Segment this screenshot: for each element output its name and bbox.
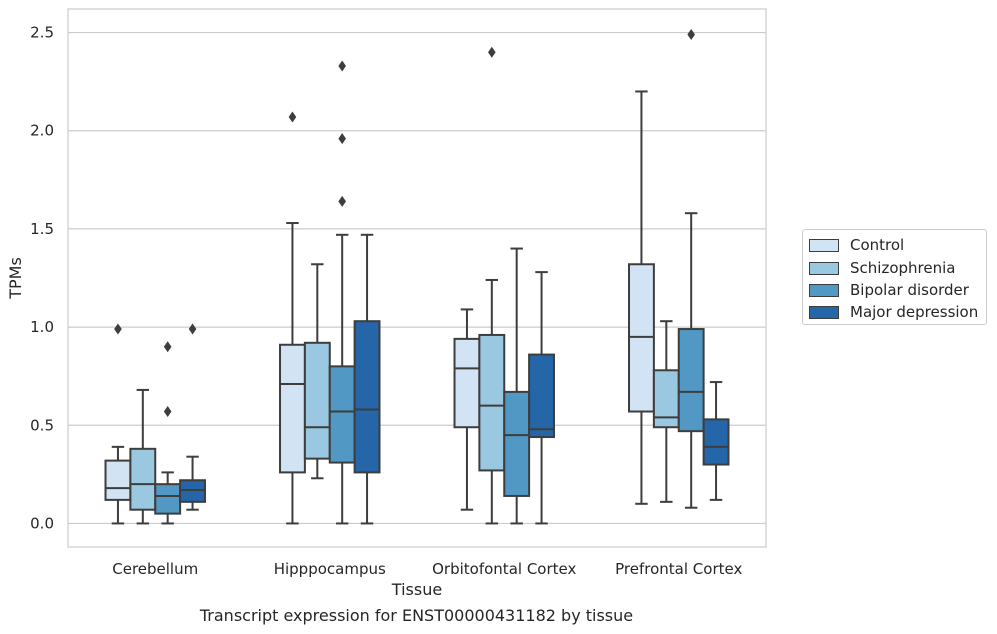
y-tick-label: 0.0: [30, 514, 54, 532]
box-orbitofontal-cortex-major-depression: [528, 271, 555, 525]
legend-swatch-major-depression: [809, 305, 839, 319]
box-body: [503, 390, 531, 497]
box-body: [453, 337, 481, 429]
y-tick-labels: 0.0 0.5 1.0 1.5 2.0 2.5: [30, 24, 54, 533]
x-axis-label: Tissue: [391, 580, 442, 599]
legend-item-bipolar-disorder: Bipolar disorder: [809, 280, 969, 300]
outlier-point: [338, 133, 346, 145]
x-tick-label-orbitofontal-cortex: Orbitofontal Cortex: [432, 560, 576, 578]
y-axis-label: TPMs: [6, 257, 25, 300]
box-cerebellum-control: [104, 323, 132, 525]
box-cerebellum-bipolar-disorder: [154, 341, 182, 525]
y-tick-label: 2.5: [30, 24, 54, 42]
legend-swatch-schizophrenia: [809, 261, 839, 275]
boxes: [104, 29, 730, 525]
box-hipppocampus-major-depression: [353, 233, 381, 525]
legend-label-major-depression: Major depression: [850, 303, 979, 321]
box-hipppocampus-bipolar-disorder: [328, 60, 356, 525]
outlier-point: [338, 195, 346, 207]
box-prefrontal-cortex-bipolar-disorder: [677, 29, 705, 509]
outlier-point: [338, 60, 346, 72]
box-body: [702, 418, 730, 466]
legend-item-schizophrenia: Schizophrenia: [809, 258, 955, 278]
figure-caption: Transcript expression for ENST0000043118…: [199, 606, 634, 625]
legend: Control Schizophrenia Bipolar disorder M…: [802, 229, 987, 325]
box-body: [328, 365, 356, 464]
box-body: [528, 353, 555, 439]
outlier-point: [288, 111, 297, 123]
outlier-point: [163, 406, 172, 418]
gridlines: [68, 31, 766, 525]
box-orbitofontal-cortex-control: [453, 308, 481, 511]
box-orbitofontal-cortex-schizophrenia: [478, 46, 506, 525]
box-body: [303, 341, 331, 460]
y-tick-label: 0.5: [30, 416, 54, 434]
legend-item-control: Control: [809, 235, 904, 255]
outlier-point: [114, 323, 122, 335]
x-tick-labels: Cerebellum Hipppocampus Orbitofontal Corte…: [112, 560, 742, 578]
legend-swatch-bipolar-disorder: [809, 283, 839, 297]
x-tick-label-hipppocampus: Hipppocampus: [274, 560, 386, 578]
outlier-point: [163, 341, 172, 353]
y-tick-label: 2.0: [30, 122, 54, 140]
legend-label-schizophrenia: Schizophrenia: [850, 259, 956, 277]
y-tick-label: 1.0: [30, 318, 54, 336]
legend-label-bipolar-disorder: Bipolar disorder: [850, 281, 969, 299]
box-body: [104, 459, 132, 501]
box-orbitofontal-cortex-bipolar-disorder: [503, 247, 531, 525]
box-body: [677, 328, 705, 433]
x-tick-label-prefrontal-cortex: Prefrontal Cortex: [615, 560, 742, 578]
x-tick-label-cerebellum: Cerebellum: [112, 560, 198, 578]
box-cerebellum-schizophrenia: [129, 388, 157, 525]
plot-area: [67, 8, 767, 548]
box-prefrontal-cortex-control: [628, 90, 655, 505]
y-tick-label: 1.5: [30, 220, 54, 238]
box-body: [353, 320, 381, 474]
box-prefrontal-cortex-major-depression: [702, 381, 730, 501]
box-prefrontal-cortex-schizophrenia: [652, 320, 680, 503]
box-body: [129, 447, 157, 511]
box-body: [279, 343, 306, 474]
box-hipppocampus-control: [279, 111, 306, 525]
box-body: [154, 483, 182, 515]
outlier-point: [687, 29, 695, 41]
legend-swatch-control: [809, 238, 839, 252]
outlier-point: [188, 323, 197, 335]
legend-label-control: Control: [850, 236, 905, 254]
legend-item-major-depression: Major depression: [809, 302, 978, 322]
outlier-point: [488, 46, 496, 58]
box-body: [478, 333, 506, 472]
box-body: [652, 369, 680, 429]
box-cerebellum-major-depression: [179, 323, 206, 511]
